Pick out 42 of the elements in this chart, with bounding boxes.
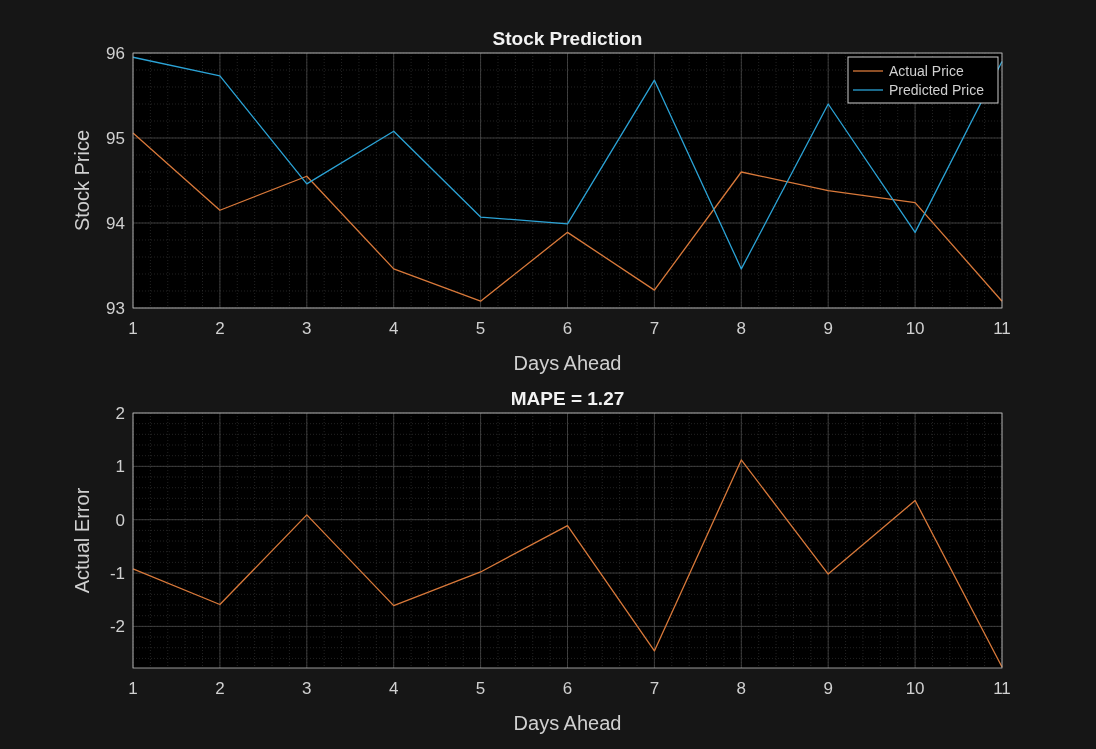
x-tick-label: 1 bbox=[128, 319, 138, 338]
x-tick-label: 7 bbox=[649, 319, 660, 338]
legend-label: Actual Price bbox=[889, 63, 964, 79]
y-tick-label: 96 bbox=[106, 44, 125, 63]
x-tick-label: 8 bbox=[736, 319, 747, 338]
line-series bbox=[132, 56, 1003, 270]
line-series bbox=[132, 459, 1003, 668]
y-tick-label: 0 bbox=[115, 510, 125, 530]
x-tick-label: 6 bbox=[562, 679, 573, 698]
chart-title: Stock Prediction bbox=[492, 28, 643, 49]
y-tick-label: 94 bbox=[106, 214, 125, 233]
line-series bbox=[132, 132, 1003, 302]
x-tick-label: 7 bbox=[649, 679, 660, 698]
x-tick-label: 10 bbox=[905, 319, 925, 338]
legend-label: Predicted Price bbox=[889, 82, 985, 98]
x-tick-label: 11 bbox=[993, 679, 1011, 698]
x-tick-label: 6 bbox=[562, 319, 573, 338]
x-tick-label: 4 bbox=[388, 679, 399, 698]
y-tick-label: 2 bbox=[115, 404, 125, 423]
y-tick-label: -2 bbox=[109, 617, 125, 637]
x-tick-label: 2 bbox=[215, 679, 225, 698]
y-axis-title: Stock Price bbox=[71, 129, 93, 232]
y-tick-label: 1 bbox=[115, 457, 125, 477]
x-tick-label: 5 bbox=[475, 679, 486, 698]
x-tick-label: 3 bbox=[302, 319, 312, 338]
chart-title: MAPE = 1.27 bbox=[510, 388, 625, 409]
x-tick-label: 5 bbox=[475, 319, 486, 338]
y-tick-label: 95 bbox=[106, 129, 125, 148]
x-tick-label: 8 bbox=[736, 679, 747, 698]
x-tick-label: 1 bbox=[128, 679, 138, 698]
x-axis-title: Days Ahead bbox=[513, 712, 622, 734]
y-tick-label: -1 bbox=[109, 564, 125, 584]
x-axis-title: Days Ahead bbox=[513, 352, 622, 374]
x-tick-label: 11 bbox=[993, 319, 1011, 338]
x-tick-label: 9 bbox=[823, 319, 833, 338]
y-axis-title: Actual Error bbox=[71, 487, 93, 594]
y-tick-label: 93 bbox=[106, 299, 125, 318]
x-tick-label: 2 bbox=[215, 319, 225, 338]
x-tick-label: 3 bbox=[302, 679, 312, 698]
x-tick-label: 4 bbox=[388, 319, 399, 338]
x-tick-label: 10 bbox=[905, 679, 925, 698]
x-tick-label: 9 bbox=[823, 679, 833, 698]
